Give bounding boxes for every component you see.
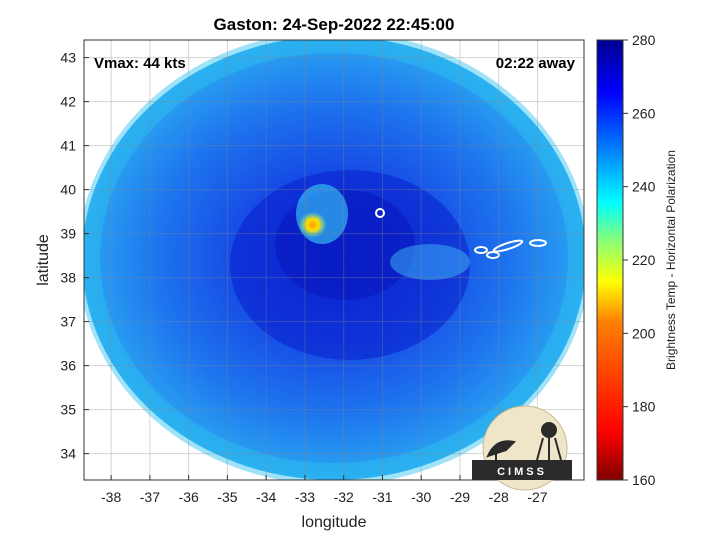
logo-tower-tank-icon [541, 422, 557, 438]
y-tick-label: 37 [60, 314, 76, 330]
colorbar-tick-label: 200 [632, 325, 656, 341]
colorbar-tick-label: 220 [632, 252, 656, 268]
colorbar-tick-label: 240 [632, 179, 656, 195]
warm-spot-halo [296, 184, 348, 244]
plot-frame [83, 39, 585, 481]
island-outline [529, 239, 547, 247]
x-tick-label: -37 [140, 489, 160, 505]
island-outline [375, 208, 385, 218]
away-label: 02:22 away [496, 55, 576, 72]
logo-text: CIMSS [497, 466, 547, 478]
y-tick-label: 43 [60, 50, 76, 66]
colorbar-tick-label: 180 [632, 399, 656, 415]
chart-title: Gaston: 24-Sep-2022 22:45:00 [214, 15, 455, 34]
logo-banner [472, 460, 572, 480]
y-tick-label: 39 [60, 226, 76, 242]
x-tick-labels: -38 -37 -36 -35 -34 -33 -32 -31 -30 -29 -28 -27 [101, 489, 548, 505]
vmax-label: Vmax: 44 kts [94, 55, 186, 72]
x-axis-label: longitude [302, 514, 367, 531]
x-tick-label: -30 [411, 489, 431, 505]
colorbar [596, 39, 624, 481]
colorbar-label: Brightness Temp - Horizontal Polarizatio… [664, 150, 678, 370]
grid [84, 40, 584, 480]
colorbar-ticks: 160 180 200 220 240 260 280 [623, 32, 656, 488]
island-outline [486, 251, 500, 259]
swath-edge-band [84, 40, 584, 480]
x-tick-label: -36 [179, 489, 199, 505]
logo-dish-icon [486, 440, 516, 460]
island-outline [474, 246, 488, 254]
x-tick-label: -34 [256, 489, 276, 505]
swath-layer [84, 40, 584, 480]
island-outline [492, 239, 524, 253]
colorbar-tick-label: 160 [632, 472, 656, 488]
y-tick-label: 42 [60, 94, 76, 110]
x-tick-label: -33 [295, 489, 315, 505]
x-tick-label: -29 [450, 489, 470, 505]
y-tick-labels: 34 35 36 37 38 39 40 41 42 43 [60, 50, 76, 462]
y-tick-label: 34 [60, 446, 76, 462]
cimss-logo: CIMSS [472, 405, 572, 491]
x-tick-label: -38 [101, 489, 121, 505]
y-tick-label: 40 [60, 182, 76, 198]
eastern-band [390, 244, 470, 280]
colorbar-tick-label: 280 [632, 32, 656, 48]
y-tick-label: 35 [60, 402, 76, 418]
x-tick-label: -31 [372, 489, 392, 505]
y-tick-label: 41 [60, 138, 76, 154]
colorbar-tick-label: 260 [632, 105, 656, 121]
logo-tower-legs-icon [536, 437, 562, 461]
x-tick-label: -27 [527, 489, 547, 505]
y-axis-label: latitude [35, 234, 52, 286]
x-tick-label: -32 [334, 489, 354, 505]
x-tick-label: -35 [217, 489, 237, 505]
x-tick-label: -28 [489, 489, 509, 505]
warm-spot [298, 211, 327, 238]
y-tick-label: 38 [60, 270, 76, 286]
y-tick-label: 36 [60, 358, 76, 374]
